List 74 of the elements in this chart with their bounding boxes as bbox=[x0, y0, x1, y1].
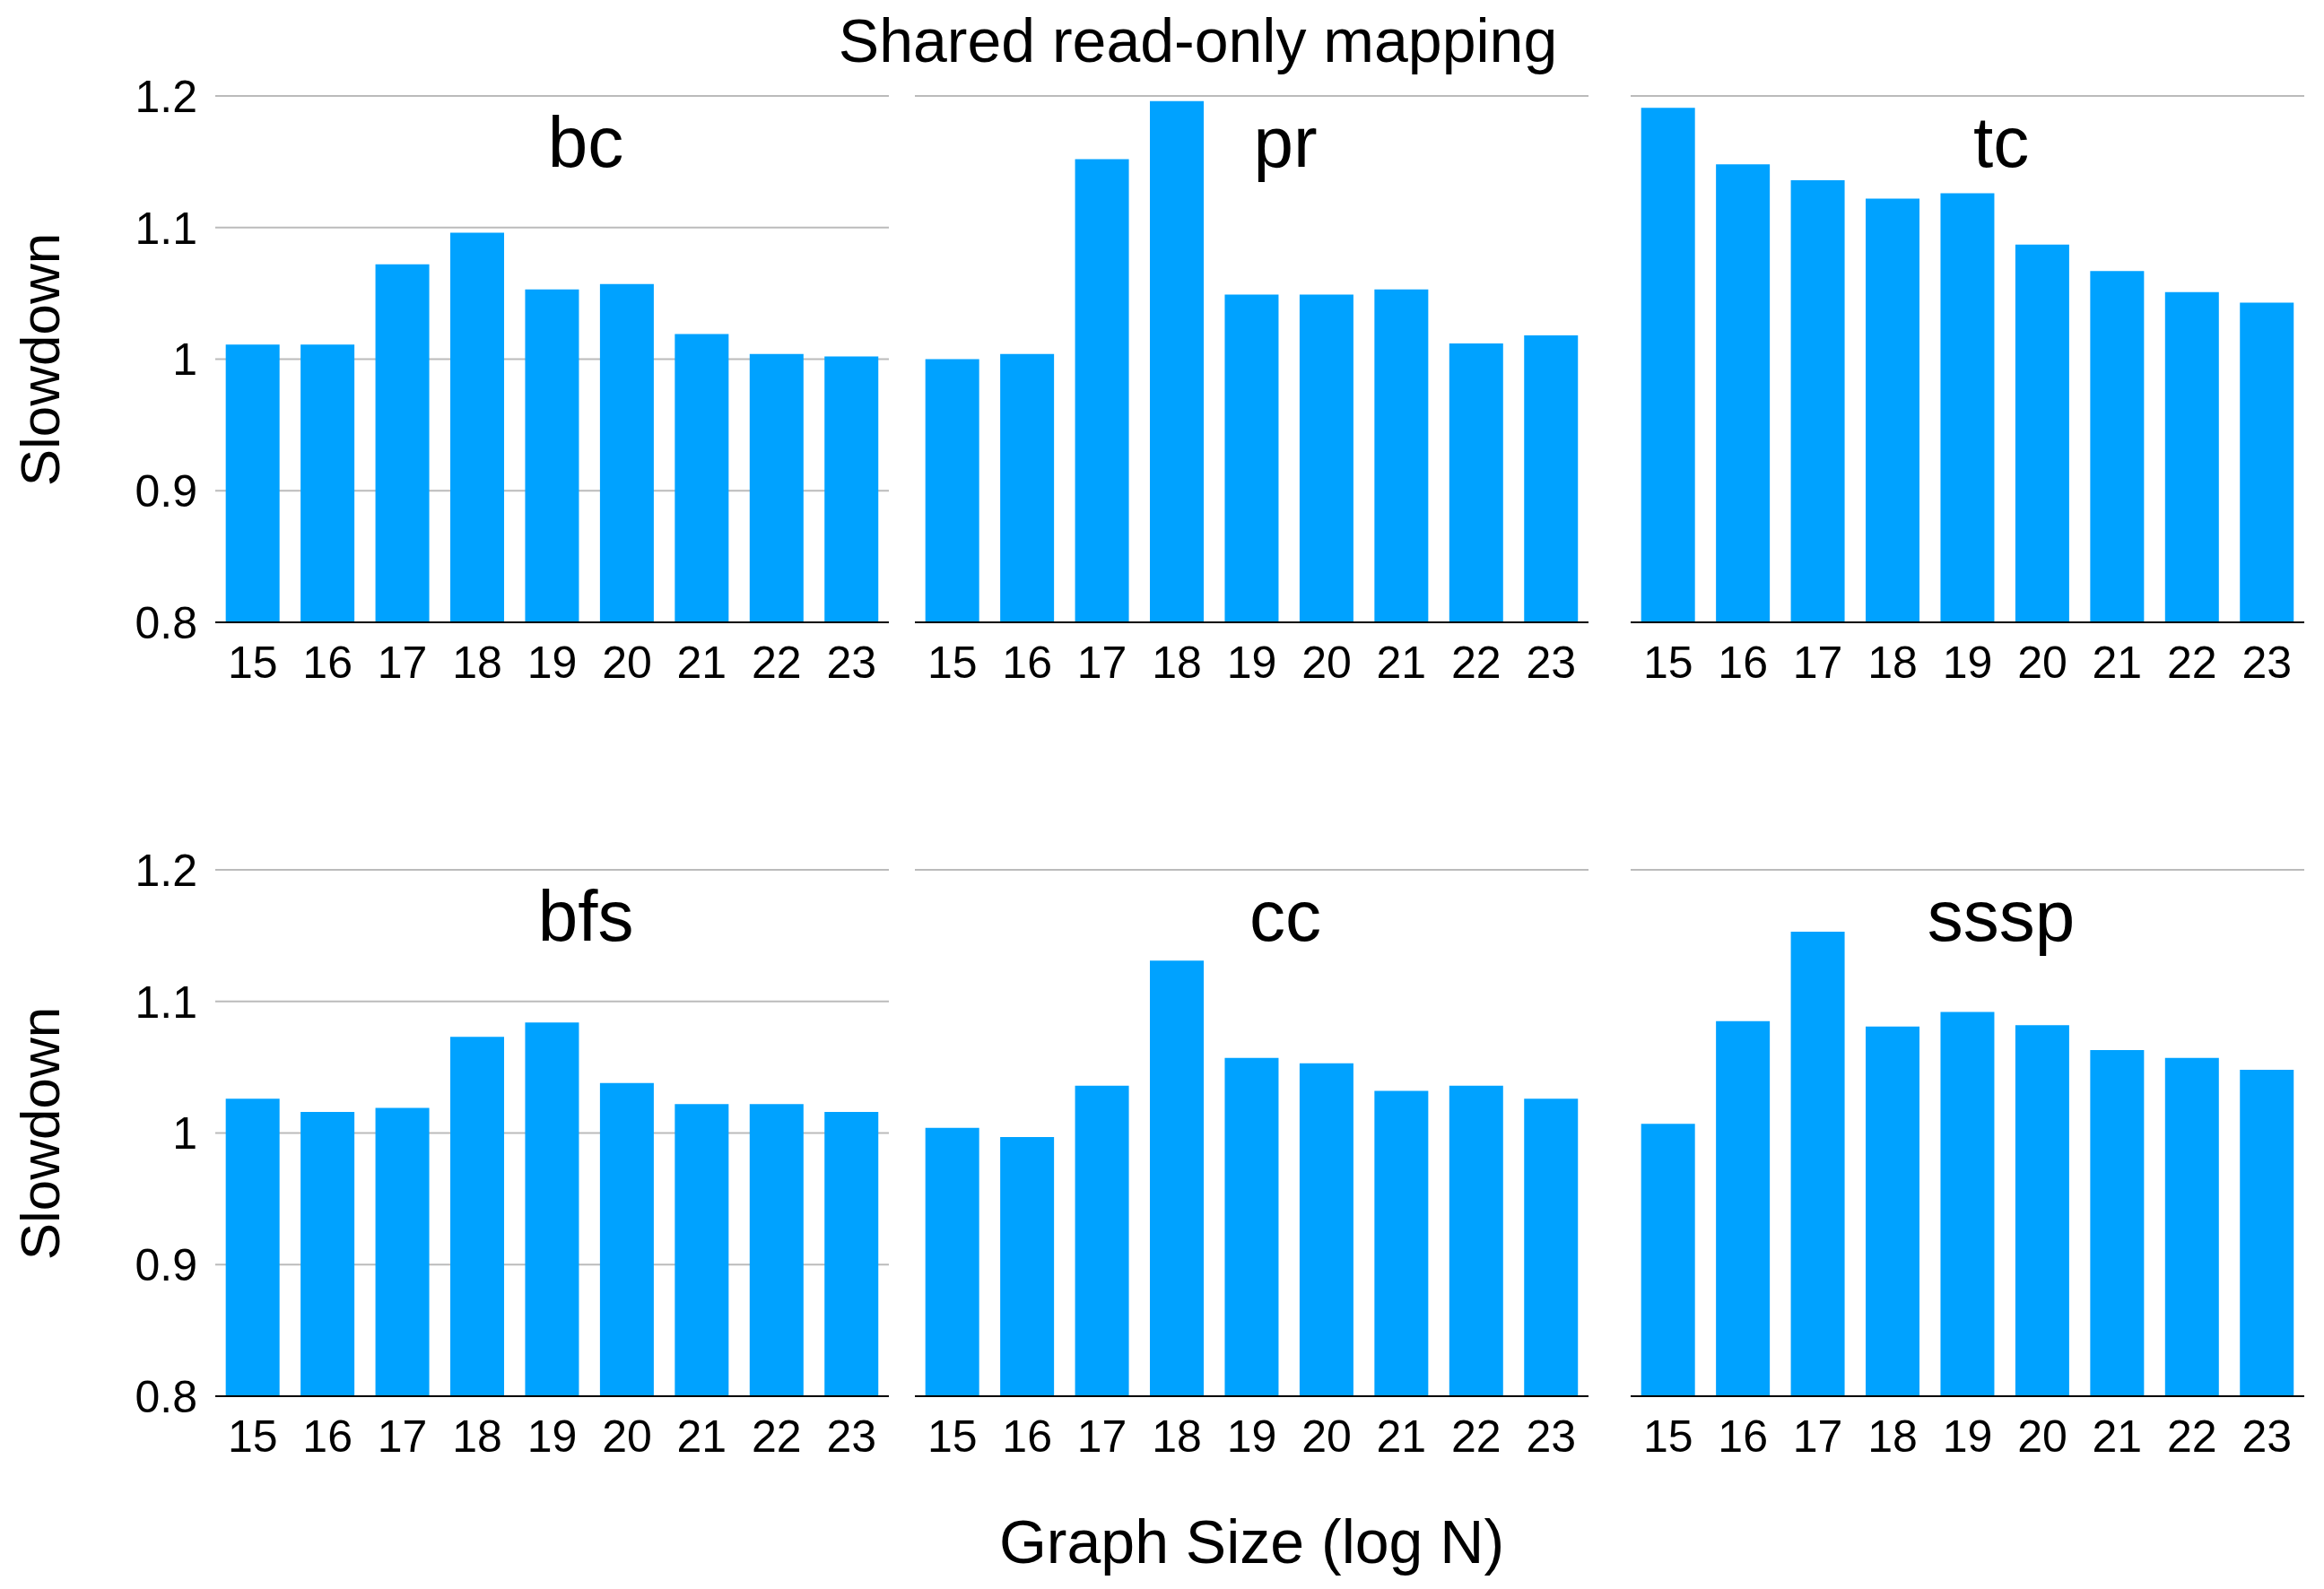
y-tick-label: 1.2 bbox=[135, 845, 197, 896]
x-tick-label: 22 bbox=[752, 1411, 802, 1462]
x-tick-label: 20 bbox=[2017, 1411, 2067, 1462]
x-tick-label: 23 bbox=[2241, 637, 2293, 688]
x-tick-label: 16 bbox=[1718, 637, 1768, 688]
x-tick-label: 21 bbox=[676, 637, 727, 688]
chart-subtitle: sssp bbox=[1927, 876, 2076, 956]
x-tick-label: 20 bbox=[602, 637, 652, 688]
x-tick-label: 18 bbox=[1152, 637, 1202, 688]
x-tick-label: 22 bbox=[1451, 637, 1501, 688]
chart-subtitle: pr bbox=[1253, 102, 1318, 182]
chart-title: Shared read-only mapping bbox=[838, 6, 1558, 74]
x-tick-label: 20 bbox=[1301, 1411, 1352, 1462]
y-tick-label: 1 bbox=[172, 1108, 197, 1159]
x-tick-label: 20 bbox=[602, 1411, 652, 1462]
y-tick-label: 1.2 bbox=[135, 71, 197, 122]
x-tick-label: 22 bbox=[2167, 637, 2217, 688]
x-tick-label: 19 bbox=[1942, 637, 1993, 688]
x-tick-label: 21 bbox=[2092, 1411, 2143, 1462]
x-tick-label: 23 bbox=[1526, 637, 1577, 688]
x-tick-label: 21 bbox=[676, 1411, 727, 1462]
x-tick-label: 21 bbox=[1376, 1411, 1427, 1462]
x-tick-label: 18 bbox=[452, 1411, 502, 1462]
x-tick-label: 16 bbox=[1002, 637, 1052, 688]
x-tick-label: 17 bbox=[1792, 1411, 1843, 1462]
x-tick-label: 16 bbox=[302, 1411, 353, 1462]
x-tick-label: 15 bbox=[927, 637, 978, 688]
y-tick-label: 0.9 bbox=[135, 1240, 197, 1290]
y-tick-label: 0.8 bbox=[135, 1371, 197, 1422]
x-tick-label: 16 bbox=[1002, 1411, 1052, 1462]
y-tick-label: 0.9 bbox=[135, 466, 197, 517]
x-tick-label: 19 bbox=[527, 1411, 578, 1462]
x-tick-label: 15 bbox=[1642, 1411, 1693, 1462]
y-tick-label: 1.1 bbox=[135, 203, 197, 254]
x-tick-label: 18 bbox=[1152, 1411, 1202, 1462]
x-tick-label: 16 bbox=[302, 637, 353, 688]
x-tick-label: 22 bbox=[2167, 1411, 2217, 1462]
x-tick-label: 22 bbox=[752, 637, 802, 688]
x-tick-label: 17 bbox=[1792, 637, 1843, 688]
x-tick-label: 15 bbox=[227, 637, 278, 688]
x-tick-label: 21 bbox=[1376, 637, 1427, 688]
x-tick-label: 23 bbox=[1526, 1411, 1577, 1462]
x-tick-label: 23 bbox=[826, 1411, 877, 1462]
x-tick-label: 18 bbox=[1867, 1411, 1918, 1462]
chart-subtitle: bfs bbox=[537, 876, 634, 956]
chart-subtitle: bc bbox=[547, 102, 624, 182]
y-tick-label: 1 bbox=[172, 334, 197, 386]
x-tick-label: 23 bbox=[826, 637, 877, 688]
chart-subtitle: cc bbox=[1249, 876, 1322, 956]
x-tick-label: 20 bbox=[2017, 637, 2067, 688]
x-tick-label: 21 bbox=[2092, 637, 2143, 688]
x-tick-label: 18 bbox=[1867, 637, 1918, 688]
x-tick-label: 23 bbox=[2241, 1411, 2293, 1462]
x-axis-title: Graph Size (log N) bbox=[998, 1507, 1505, 1576]
chart-subtitle: tc bbox=[1972, 102, 2030, 182]
x-tick-label: 22 bbox=[1451, 1411, 1501, 1462]
x-tick-label: 19 bbox=[1942, 1411, 1993, 1462]
x-tick-label: 15 bbox=[227, 1411, 278, 1462]
x-tick-label: 19 bbox=[527, 637, 578, 688]
x-tick-label: 15 bbox=[1642, 637, 1693, 688]
x-tick-label: 17 bbox=[377, 637, 428, 688]
y-tick-label: 0.8 bbox=[135, 597, 197, 648]
y-axis-title: Slowdown bbox=[9, 1006, 71, 1260]
x-tick-label: 17 bbox=[377, 1411, 428, 1462]
x-tick-label: 16 bbox=[1718, 1411, 1768, 1462]
x-tick-label: 17 bbox=[1076, 637, 1127, 688]
x-tick-label: 17 bbox=[1076, 1411, 1127, 1462]
x-tick-label: 19 bbox=[1226, 637, 1277, 688]
x-tick-label: 18 bbox=[452, 637, 502, 688]
y-axis-title: Slowdown bbox=[9, 232, 71, 486]
x-tick-label: 15 bbox=[927, 1411, 978, 1462]
y-tick-label: 1.1 bbox=[135, 977, 197, 1028]
x-tick-label: 20 bbox=[1301, 637, 1352, 688]
x-tick-label: 19 bbox=[1226, 1411, 1277, 1462]
